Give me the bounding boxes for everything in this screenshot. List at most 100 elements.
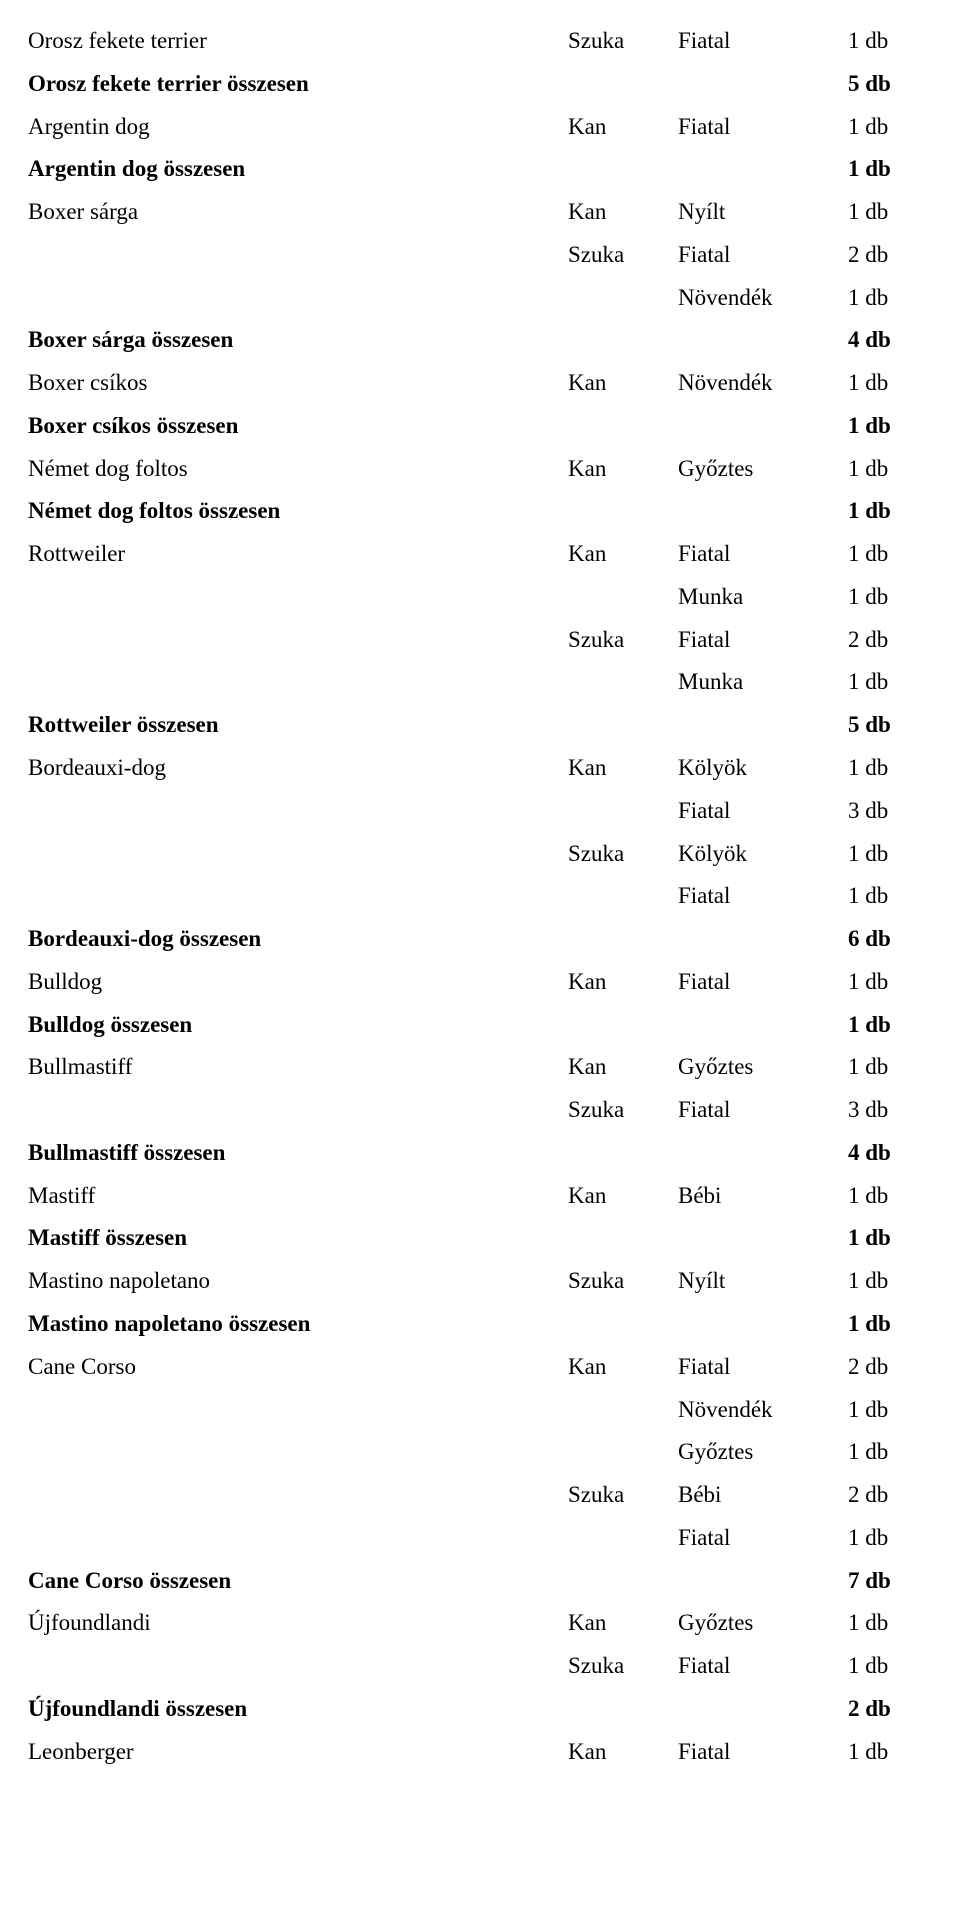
breed-name: Rottweiler összesen <box>28 704 568 747</box>
table-row: Orosz fekete terrier összesen5 db <box>28 63 932 106</box>
count-cell: 4 db <box>848 1132 918 1175</box>
class-cell: Fiatal <box>678 106 848 149</box>
class-cell <box>678 319 848 362</box>
class-cell: Növendék <box>678 1389 848 1432</box>
class-cell <box>678 1132 848 1175</box>
class-cell: Kölyök <box>678 833 848 876</box>
sex-cell: Kan <box>568 533 678 576</box>
class-cell <box>678 1560 848 1603</box>
table-row: SzukaFiatal2 db <box>28 619 932 662</box>
sex-cell: Kan <box>568 1175 678 1218</box>
sex-cell <box>568 576 678 619</box>
breed-name: Rottweiler <box>28 533 568 576</box>
table-row: SzukaFiatal3 db <box>28 1089 932 1132</box>
count-cell: 1 db <box>848 533 918 576</box>
sex-cell <box>568 1431 678 1474</box>
class-cell: Fiatal <box>678 234 848 277</box>
sex-cell <box>568 1303 678 1346</box>
table-row: Fiatal1 db <box>28 875 932 918</box>
breed-name: Újfoundlandi összesen <box>28 1688 568 1731</box>
sex-cell: Szuka <box>568 1474 678 1517</box>
count-cell: 2 db <box>848 1474 918 1517</box>
count-cell: 2 db <box>848 1688 918 1731</box>
breed-name: Német dog foltos összesen <box>28 490 568 533</box>
table-row: Argentin dog összesen 1 db <box>28 148 932 191</box>
count-cell: 1 db <box>848 448 918 491</box>
breed-name: Argentin dog <box>28 106 568 149</box>
table-row: SzukaBébi2 db <box>28 1474 932 1517</box>
sex-cell <box>568 1688 678 1731</box>
class-cell: Győztes <box>678 1602 848 1645</box>
sex-cell: Szuka <box>568 234 678 277</box>
table-row: Bordeauxi-dogKanKölyök1 db <box>28 747 932 790</box>
table-row: Bulldog összesen1 db <box>28 1004 932 1047</box>
class-cell <box>678 1217 848 1260</box>
count-cell: 1 db <box>848 1175 918 1218</box>
breed-name <box>28 619 568 662</box>
sex-cell: Kan <box>568 191 678 234</box>
breed-name <box>28 576 568 619</box>
table-row: Cane CorsoKanFiatal2 db <box>28 1346 932 1389</box>
count-cell: 5 db <box>848 63 918 106</box>
table-row: Mastino napoletano összesen1 db <box>28 1303 932 1346</box>
sex-cell: Szuka <box>568 619 678 662</box>
sex-cell <box>568 148 678 191</box>
class-cell: Fiatal <box>678 20 848 63</box>
breed-name <box>28 1517 568 1560</box>
count-cell: 2 db <box>848 234 918 277</box>
breed-name: Bordeauxi-dog összesen <box>28 918 568 961</box>
count-cell: 1 db <box>848 1046 918 1089</box>
breed-name <box>28 277 568 320</box>
table-row: Munka1 db <box>28 661 932 704</box>
sex-cell: Kan <box>568 106 678 149</box>
sex-cell: Szuka <box>568 20 678 63</box>
count-cell: 1 db <box>848 148 918 191</box>
class-cell: Fiatal <box>678 1089 848 1132</box>
count-cell: 1 db <box>848 1645 918 1688</box>
count-cell: 1 db <box>848 875 918 918</box>
sex-cell <box>568 1217 678 1260</box>
sex-cell: Kan <box>568 362 678 405</box>
count-cell: 1 db <box>848 277 918 320</box>
breed-name: Bullmastiff összesen <box>28 1132 568 1175</box>
table-row: Bullmastiff összesen 4 db <box>28 1132 932 1175</box>
sex-cell: Szuka <box>568 1260 678 1303</box>
count-cell: 1 db <box>848 833 918 876</box>
table-row: Győztes1 db <box>28 1431 932 1474</box>
table-row: ÚjfoundlandiKanGyőztes1 db <box>28 1602 932 1645</box>
sex-cell <box>568 1004 678 1047</box>
sex-cell <box>568 790 678 833</box>
count-cell: 1 db <box>848 1431 918 1474</box>
class-cell: Fiatal <box>678 790 848 833</box>
class-cell: Kölyök <box>678 747 848 790</box>
table-row: Cane Corso összesen7 db <box>28 1560 932 1603</box>
sex-cell <box>568 704 678 747</box>
class-cell <box>678 148 848 191</box>
breed-name: Leonberger <box>28 1731 568 1774</box>
table-row: BulldogKanFiatal1 db <box>28 961 932 1004</box>
table-row: Növendék1 db <box>28 277 932 320</box>
sex-cell <box>568 1132 678 1175</box>
breed-name: Újfoundlandi <box>28 1602 568 1645</box>
class-cell: Fiatal <box>678 619 848 662</box>
sex-cell <box>568 1517 678 1560</box>
class-cell: Győztes <box>678 1431 848 1474</box>
count-cell: 2 db <box>848 619 918 662</box>
breed-name <box>28 1389 568 1432</box>
breed-name <box>28 833 568 876</box>
breed-name: Bullmastiff <box>28 1046 568 1089</box>
count-cell: 1 db <box>848 191 918 234</box>
breed-name: Boxer csíkos <box>28 362 568 405</box>
count-cell: 2 db <box>848 1346 918 1389</box>
breed-name: Bulldog <box>28 961 568 1004</box>
breed-name: Német dog foltos <box>28 448 568 491</box>
count-cell: 1 db <box>848 961 918 1004</box>
breed-name: Bulldog összesen <box>28 1004 568 1047</box>
count-cell: 3 db <box>848 790 918 833</box>
sex-cell: Kan <box>568 1602 678 1645</box>
count-cell: 1 db <box>848 661 918 704</box>
breed-name: Argentin dog összesen <box>28 148 568 191</box>
count-cell: 1 db <box>848 1389 918 1432</box>
class-cell: Munka <box>678 576 848 619</box>
table-row: Boxer sárgaKanNyílt1 db <box>28 191 932 234</box>
